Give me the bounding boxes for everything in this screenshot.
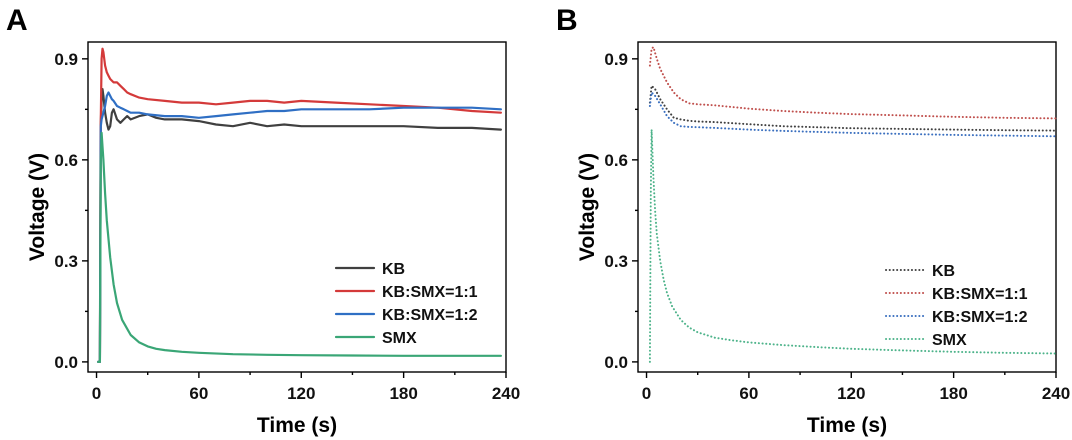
axes-b: 0 60 120 180 240 0.0 0.3 0.6 0.9: [604, 50, 1070, 403]
legend-label-a-2: KB:SMX=1:2: [382, 307, 478, 324]
y-axis-title-a: Voltage (V): [26, 153, 49, 261]
legend-label-b-1: KB:SMX=1:1: [932, 286, 1028, 303]
legend-b: KB KB:SMX=1:1 KB:SMX=1:2 SMX: [885, 263, 1028, 349]
x-tick-label: 60: [739, 384, 758, 403]
panel-label-a: A: [6, 4, 28, 37]
y-tick-label: 0.9: [54, 50, 78, 69]
x-tick-label: 240: [1042, 384, 1070, 403]
plot-frame-b: [637, 41, 1057, 373]
y-axis-title-b: Voltage (V): [576, 153, 599, 261]
series-layer-a: [97, 47, 502, 363]
legend-label-b-0: KB: [932, 263, 955, 280]
y-tick-label: 0.3: [54, 252, 78, 271]
x-tick-label: 120: [287, 384, 315, 403]
series-line-b-1: [648, 46, 1057, 120]
x-tick-label: 180: [389, 384, 417, 403]
x-tick-label: 240: [492, 384, 520, 403]
y-tick-label: 0.3: [604, 252, 628, 271]
y-tick-label: 0.0: [54, 353, 78, 372]
series-line-a-3: [97, 131, 502, 363]
legend-label-a-3: SMX: [382, 330, 417, 347]
series-line-b-2: [648, 91, 1057, 138]
legend-label-b-2: KB:SMX=1:2: [932, 309, 1028, 326]
series-layer-b: [648, 46, 1057, 363]
series-line-b-0: [648, 84, 1057, 132]
legend-label-b-3: SMX: [932, 332, 967, 349]
x-axis-title-a: Time (s): [257, 414, 337, 437]
legend-a: KB KB:SMX=1:1 KB:SMX=1:2 SMX: [334, 261, 478, 347]
y-tick-label: 0.9: [604, 50, 628, 69]
chart-panel-b: B 0 60 120 180 240 0.0 0.3 0.6 0.9 Time (s) Volt…: [556, 4, 1070, 437]
x-tick-label: 0: [92, 384, 101, 403]
axes-a: 0 60 120 180 240 0.0 0.3 0.6 0.9: [54, 50, 520, 403]
y-tick-label: 0.6: [54, 151, 78, 170]
x-tick-label: 120: [837, 384, 865, 403]
x-tick-label: 60: [189, 384, 208, 403]
y-tick-label: 0.6: [604, 151, 628, 170]
legend-label-a-1: KB:SMX=1:1: [382, 284, 478, 301]
x-tick-label: 0: [642, 384, 651, 403]
series-line-b-3: [648, 128, 1057, 363]
y-tick-label: 0.0: [604, 353, 628, 372]
series-line-a-2: [97, 91, 502, 363]
x-axis-title-b: Time (s): [807, 414, 887, 437]
chart-panel-a: A 0 60 120 180 240 0.0 0.3 0.6 0.9 Time (s) Volt…: [6, 4, 520, 437]
legend-label-a-0: KB: [382, 261, 405, 278]
series-line-a-1: [97, 47, 502, 363]
plot-frame-a: [87, 41, 507, 373]
panel-label-b: B: [556, 4, 578, 37]
x-tick-label: 180: [939, 384, 967, 403]
